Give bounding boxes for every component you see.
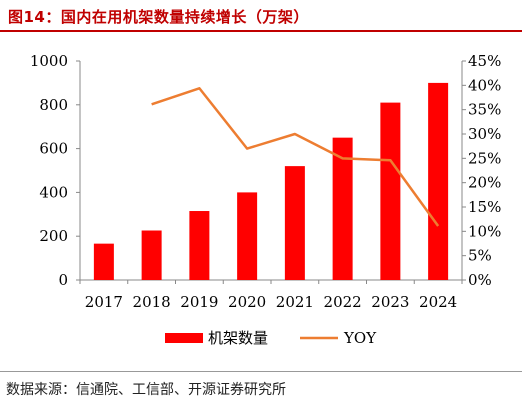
x-tick-label: 2018 [133,293,171,311]
right-tick-label: 20% [468,174,501,192]
x-tick-label: 2022 [324,293,362,311]
bar [237,192,258,280]
x-tick-label: 2021 [276,293,314,311]
bar [428,82,449,281]
right-tick-label: 10% [468,222,501,240]
bottom-rule [0,371,522,372]
x-tick-label: 2019 [180,293,218,311]
x-tick-label: 2023 [371,293,409,311]
source-note: 数据来源：信通院、工信部、开源证券研究所 [6,382,286,398]
right-tick-label: 30% [468,125,501,143]
plot-area: 0 200 400 600 800 1000 0% 5% 10% 15% 20% 25% 30% 35% 4… [30,52,502,311]
legend-bar-label: 机架数量 [208,329,268,347]
left-tick-label: 200 [39,227,68,245]
bar [141,230,162,280]
left-tick-label: 800 [39,96,68,114]
x-tick-label: 2024 [419,293,457,311]
right-tick-label: 45% [468,52,501,70]
left-tick-label: 600 [39,140,68,158]
right-tick-label: 15% [468,198,501,216]
right-tick-label: 25% [468,149,501,167]
bar [332,137,353,280]
legend-bar-swatch [165,333,203,343]
right-tick-label: 5% [468,247,492,265]
figure-title: 图14：国内在用机架数量持续增长（万架） [8,8,309,26]
left-tick-label: 400 [39,183,68,201]
legend-line-label: YOY [343,329,377,347]
bar [189,211,210,280]
legend: 机架数量 YOY [165,329,377,347]
bar [93,243,114,280]
chart: 0 200 400 600 800 1000 0% 5% 10% 15% 20% 25% 30% 35% 4… [30,52,502,347]
x-tick-label: 2017 [85,293,123,311]
left-tick-label: 1000 [30,52,68,70]
bar [380,102,401,280]
left-tick-label: 0 [58,271,68,289]
title-rule [0,30,522,32]
right-tick-label: 40% [468,76,501,94]
yoy-line [151,87,440,227]
x-tick-label: 2020 [228,293,266,311]
bar [284,166,305,280]
right-tick-label: 0% [468,271,492,289]
right-tick-label: 35% [468,101,501,119]
